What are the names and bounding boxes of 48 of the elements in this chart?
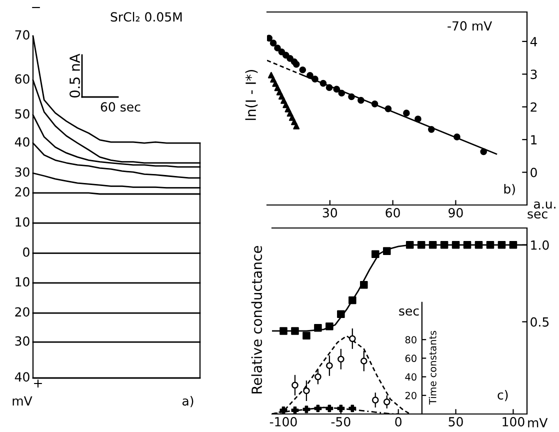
text: a) <box>182 396 194 408</box>
annotation: 20 <box>15 307 30 317</box>
annotation: 0 <box>23 247 30 257</box>
annotation: b) <box>504 184 515 196</box>
annotation: 0.5 nA <box>70 54 80 98</box>
y-tick-label: 1 <box>531 135 537 144</box>
annotation: 40 <box>14 372 30 382</box>
x-tick-label: -100 <box>270 417 297 426</box>
x-axis-title: mV <box>528 418 548 428</box>
annotation: sec <box>399 308 419 316</box>
x-tick-label: 30 <box>322 208 338 218</box>
x-tick-label: 60 <box>386 208 400 218</box>
text: Relative conductance <box>251 246 262 394</box>
x-axis-title: sec <box>528 211 548 219</box>
x-tick-label: 0 <box>395 417 402 426</box>
y-tick-label: 0 <box>530 168 537 178</box>
annotation: 60 <box>15 74 30 84</box>
x-tick-label: 100 <box>502 417 524 426</box>
y2-tick-label: 80 <box>405 336 416 344</box>
x-tick-label: -50 <box>331 417 350 426</box>
annotation: 40 <box>14 137 30 147</box>
text: ln(I - I*) <box>245 70 258 120</box>
text: − <box>32 7 40 8</box>
annotation: c) <box>498 390 508 402</box>
y2-tick-label: 20 <box>405 392 416 400</box>
annotation: 30 <box>15 167 30 177</box>
y-tick-label: 2 <box>530 102 536 112</box>
annotation: 20 <box>15 187 30 197</box>
x-tick-label: 50 <box>448 417 463 426</box>
annotation: 10 <box>16 277 30 287</box>
x-tick-label: 90 <box>448 208 463 218</box>
annotation: 10 <box>16 217 30 227</box>
y2-tick-label: 40 <box>405 373 416 381</box>
y-tick-label: 3 <box>530 70 537 80</box>
y-tick-label: 4 <box>530 37 538 46</box>
text: a.u. <box>534 201 556 209</box>
annotation: -70 mV <box>448 21 492 31</box>
annotation: 60 sec <box>100 102 140 112</box>
y2-tick-label: 60 <box>405 354 416 362</box>
y2-axis-title: Time constants <box>428 330 436 405</box>
y-tick-label: 1.0 <box>531 240 549 250</box>
annotation: 30 <box>15 336 30 346</box>
y-tick-label: 0.5 <box>530 317 549 327</box>
annotation: 70 <box>15 30 30 40</box>
text: mV <box>12 396 32 406</box>
text: SrCl₂ 0.05M <box>110 12 182 22</box>
text: + <box>34 380 42 388</box>
annotation: 50 <box>15 109 30 119</box>
